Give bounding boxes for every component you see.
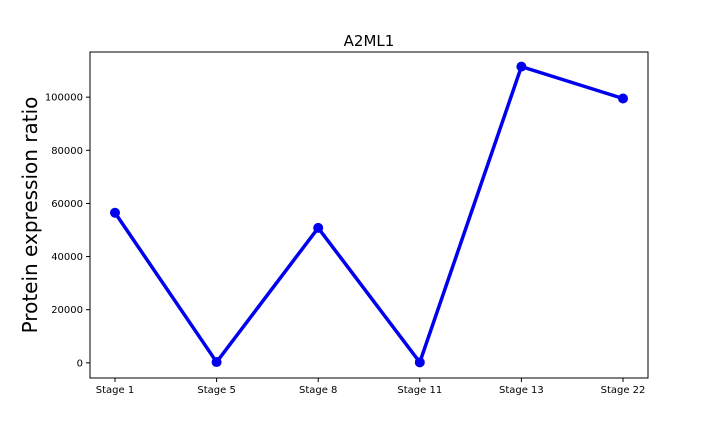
x-tick-label: Stage 22 [601, 385, 646, 396]
y-tick-label: 80000 [51, 146, 83, 157]
x-tick-label: Stage 8 [299, 385, 337, 396]
series-lines [113, 64, 625, 365]
y-tick-label: 60000 [51, 199, 83, 210]
y-tick-label: 0 [77, 358, 83, 369]
data-point [211, 357, 222, 368]
y-tick-label: 100000 [45, 93, 83, 104]
series-line [113, 64, 625, 365]
x-tick-label: Stage 1 [96, 385, 134, 396]
data-point [618, 93, 628, 104]
data-point [516, 61, 527, 72]
x-tick-label: Stage 11 [397, 385, 442, 396]
plot-area-frame [89, 51, 649, 379]
series-points [110, 61, 628, 368]
data-point [110, 207, 120, 218]
y-axis-ticks: 0 20000 40000 60000 80000 100000 [45, 93, 90, 369]
data-point [313, 222, 324, 233]
x-tick-label: Stage 13 [499, 385, 544, 396]
chart-title: A2ML1 [344, 32, 395, 50]
y-tick-label: 20000 [51, 305, 83, 316]
y-axis-label: Protein expression ratio [18, 97, 42, 334]
x-axis-ticks: Stage 1 Stage 5 Stage 8 Stage 11 Stage 13 Sta… [96, 378, 646, 396]
x-tick-label: Stage 5 [197, 385, 235, 396]
y-tick-label: 40000 [51, 252, 83, 263]
data-point [414, 357, 425, 368]
